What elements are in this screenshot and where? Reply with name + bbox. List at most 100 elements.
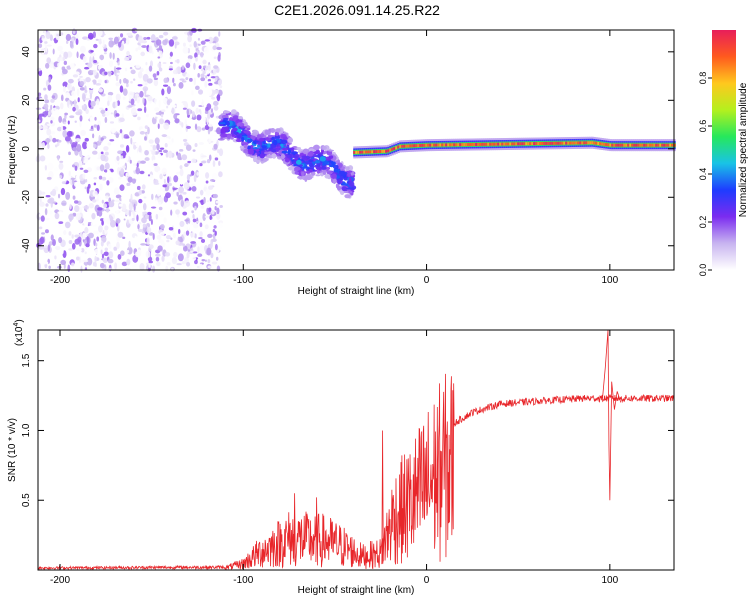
- spectrogram-cell: [238, 128, 242, 134]
- spectrogram-cell: [171, 138, 174, 143]
- spectrogram-cell: [126, 258, 131, 266]
- spectrogram-cell: [109, 121, 115, 124]
- spectrogram-cell: [89, 92, 93, 100]
- spectrogram-cell: [178, 186, 185, 194]
- spectrogram-cell: [142, 211, 146, 215]
- spectrogram-cell: [557, 141, 560, 145]
- spectrogram-cell: [165, 234, 171, 240]
- spectrogram-cell: [254, 140, 260, 143]
- spectrogram-y-tick-label: 20: [21, 94, 32, 106]
- spectrogram-cell: [200, 77, 206, 82]
- spectrogram-cell: [73, 226, 78, 231]
- spectrogram-cell: [669, 143, 672, 147]
- spectrogram-cell: [187, 160, 192, 164]
- spectrogram-cell: [82, 141, 88, 150]
- spectrogram-cell: [115, 100, 118, 108]
- spectrogram-cell: [645, 143, 648, 147]
- spectrogram-cell: [197, 73, 200, 78]
- spectrogram-cell: [295, 159, 302, 165]
- spectrogram-cell: [108, 251, 114, 259]
- spectrogram-cell: [96, 198, 99, 202]
- spectrogram-cell: [199, 162, 203, 167]
- spectrogram-cell: [243, 144, 248, 149]
- spectrogram-cell: [175, 240, 180, 246]
- spectrogram-cell: [655, 143, 658, 147]
- spectrogram-cell: [307, 151, 314, 157]
- spectrogram-cell: [95, 86, 98, 91]
- spectrogram-cell: [138, 189, 143, 196]
- spectrogram-cell: [326, 150, 333, 156]
- spectrogram-cell: [513, 142, 516, 146]
- spectrogram-cell: [226, 134, 231, 140]
- spectrogram-cell: [44, 164, 47, 171]
- spectrogram-cell: [42, 261, 49, 265]
- spectrogram-cell: [120, 250, 125, 256]
- spectrogram-cell: [567, 141, 570, 145]
- spectrogram-cell: [62, 81, 68, 88]
- spectrogram-cell: [109, 139, 115, 142]
- spectrogram-cell: [154, 98, 157, 105]
- spectrogram-cell: [192, 214, 195, 219]
- spectrogram-cell: [97, 28, 103, 37]
- spectrogram-cell: [137, 108, 143, 112]
- spectrogram-cell: [201, 155, 207, 158]
- spectrogram-cell: [667, 143, 670, 147]
- spectrogram-cell: [122, 37, 127, 42]
- spectrogram-cell: [55, 32, 60, 41]
- spectrogram-cell: [190, 141, 194, 146]
- spectrogram-cell: [63, 51, 69, 60]
- spectrogram-cell: [219, 85, 223, 89]
- spectrogram-cell: [193, 62, 196, 70]
- spectrogram-cell: [82, 259, 89, 263]
- spectrogram-cell: [214, 243, 218, 251]
- spectrogram-cell: [143, 196, 147, 199]
- spectrogram-cell: [50, 98, 55, 103]
- spectrogram-y-tick-label: 40: [21, 46, 32, 58]
- spectrogram-cell: [52, 137, 57, 143]
- spectrogram-cell: [459, 143, 462, 147]
- spectrogram-cell: [318, 166, 323, 170]
- spectrogram-cell: [267, 143, 272, 148]
- spectrogram-cell: [119, 117, 125, 123]
- spectrogram-cell: [543, 141, 546, 145]
- spectrogram-cell: [461, 143, 464, 147]
- spectrogram-cell: [57, 265, 62, 269]
- spectrogram-cells: [35, 27, 676, 273]
- spectrogram-cell: [261, 145, 267, 149]
- spectrogram-cell: [395, 146, 398, 150]
- spectrogram-cell: [197, 253, 203, 258]
- spectrogram-cell: [97, 210, 103, 217]
- spectrogram-cell: [109, 52, 112, 59]
- spectrogram-cell: [195, 56, 198, 62]
- spectrogram-cell: [64, 114, 67, 120]
- spectrogram-cell: [344, 166, 350, 171]
- spectrogram-cell: [609, 143, 612, 147]
- spectrogram-cell: [260, 150, 264, 155]
- spectrogram-cell: [219, 222, 223, 229]
- spectrogram-cell: [50, 234, 54, 241]
- spectrogram-cell: [179, 148, 184, 152]
- spectrogram-cell: [141, 45, 148, 48]
- spectrogram-cell: [301, 155, 307, 159]
- spectrogram-cell: [92, 69, 97, 76]
- spectrogram-cell: [75, 138, 81, 142]
- spectrogram-cell: [84, 66, 90, 70]
- spectrogram-cell: [383, 149, 386, 153]
- spectrogram-cell: [119, 85, 124, 93]
- spectrogram-cell: [79, 167, 84, 170]
- spectrogram-cell: [61, 200, 67, 207]
- spectrogram-cell: [47, 162, 54, 171]
- spectrogram-cell: [200, 68, 204, 72]
- spectrogram-cell: [216, 94, 221, 102]
- spectrogram-cell: [313, 144, 320, 151]
- snr-x-tick-label: 100: [602, 575, 619, 586]
- spectrogram-cell: [69, 203, 72, 210]
- spectrogram-cell: [88, 232, 94, 239]
- spectrogram-cell: [294, 166, 301, 171]
- spectrogram-cell: [71, 242, 76, 250]
- spectrogram-cell: [246, 128, 251, 131]
- spectrogram-cell: [153, 182, 160, 185]
- spectrogram-y-ticks: -40 -20 0 20 40: [21, 46, 674, 253]
- spectrogram-cell: [65, 33, 72, 42]
- spectrogram-cell: [220, 127, 226, 134]
